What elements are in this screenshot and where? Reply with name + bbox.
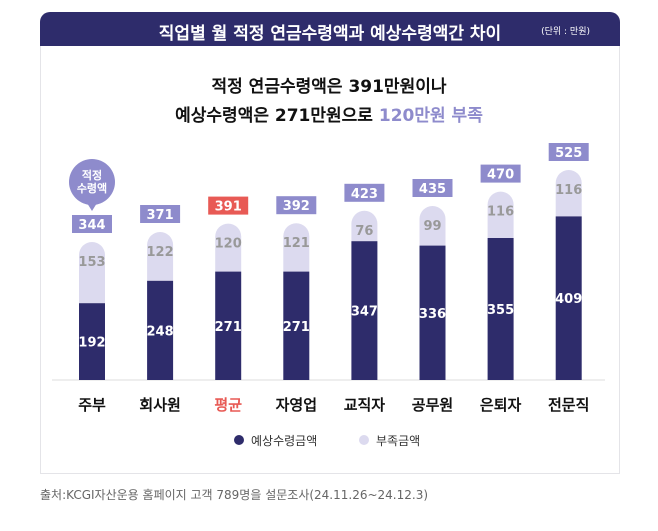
expected-label: 271 bbox=[215, 320, 242, 335]
category-label: 교직자 bbox=[344, 396, 386, 414]
shortfall-label: 121 bbox=[283, 236, 310, 251]
total-label: 435 bbox=[419, 182, 446, 197]
expected-label: 347 bbox=[351, 305, 378, 320]
bubble-text: 수령액 bbox=[77, 182, 107, 195]
footnote: 출처:KCGI자산운용 홈페이지 고객 789명을 설문조사(24.11.26~… bbox=[40, 488, 429, 502]
legend-dot-expected bbox=[234, 435, 244, 445]
total-label-box bbox=[344, 183, 385, 202]
shortfall-label: 76 bbox=[355, 224, 373, 239]
expected-label: 355 bbox=[487, 303, 514, 318]
total-label-box bbox=[140, 205, 181, 223]
unit-label: (단위 : 만원) bbox=[541, 27, 590, 37]
shortfall-label: 120 bbox=[215, 237, 242, 252]
shortfall-label: 99 bbox=[423, 219, 441, 234]
headline-line2: 예상수령액은 271만원으로 120만원 부족 bbox=[0, 101, 658, 126]
bar-expected bbox=[419, 245, 446, 380]
headline-line1: 적정 연금수령액은 391만원이나 bbox=[211, 77, 447, 97]
total-label: 423 bbox=[351, 187, 378, 202]
headline-line2-text: 예상수령액은 271만원으로 bbox=[175, 106, 379, 126]
bar-expected bbox=[215, 271, 242, 380]
shortfall-label: 153 bbox=[78, 255, 105, 270]
category-label: 은퇴자 bbox=[480, 396, 522, 414]
total-label: 391 bbox=[215, 200, 242, 215]
shortfall-label: 116 bbox=[555, 183, 582, 198]
total-label: 344 bbox=[78, 218, 105, 233]
total-label-box bbox=[208, 196, 249, 215]
bar-shortfall bbox=[147, 232, 174, 281]
bubble-pointer bbox=[87, 203, 97, 211]
bar-shortfall bbox=[79, 242, 105, 304]
total-label: 470 bbox=[487, 168, 514, 183]
total-label-box bbox=[276, 196, 317, 215]
total-label-box bbox=[72, 215, 112, 233]
bar-expected bbox=[555, 216, 582, 380]
expected-label: 336 bbox=[419, 307, 446, 322]
expected-label: 192 bbox=[78, 336, 105, 351]
category-label: 자영업 bbox=[276, 396, 317, 414]
bar-expected bbox=[147, 280, 174, 380]
total-label-box bbox=[412, 179, 453, 197]
category-label: 회사원 bbox=[139, 396, 180, 414]
bar-shortfall bbox=[283, 223, 310, 272]
total-label-box bbox=[548, 143, 589, 161]
chart-title: 직업별 월 적정 연금수령액과 예상수령액간 차이 bbox=[158, 24, 502, 44]
bar-expected bbox=[487, 238, 514, 380]
chart-card bbox=[40, 12, 620, 474]
bubble bbox=[69, 159, 115, 205]
headline-highlight: 120만원 부족 bbox=[378, 106, 483, 126]
bar-expected bbox=[351, 241, 378, 380]
category-label: 전문직 bbox=[548, 396, 589, 414]
bar-shortfall bbox=[487, 191, 514, 238]
total-label: 392 bbox=[283, 199, 310, 214]
expected-label: 271 bbox=[283, 320, 310, 335]
category-label: 공무원 bbox=[412, 396, 453, 414]
expected-label: 248 bbox=[147, 324, 174, 339]
legend-dot-shortfall bbox=[359, 435, 369, 445]
bar-expected bbox=[283, 271, 310, 380]
expected-label: 409 bbox=[555, 292, 582, 307]
legend-label-shortfall: 부족금액 bbox=[376, 434, 420, 448]
bar-expected bbox=[79, 303, 105, 380]
total-label: 525 bbox=[555, 146, 582, 161]
bar-shortfall bbox=[215, 223, 242, 272]
legend-label-expected: 예상수령금액 bbox=[251, 434, 317, 448]
total-label-box bbox=[480, 164, 521, 183]
category-label: 평균 bbox=[214, 396, 242, 414]
total-label: 371 bbox=[147, 208, 174, 223]
bar-shortfall bbox=[419, 206, 446, 246]
shortfall-label: 122 bbox=[147, 245, 174, 260]
header-bar: 직업별 월 적정 연금수령액과 예상수령액간 차이 (단위 : 만원) bbox=[40, 12, 620, 46]
bubble-text: 적정 bbox=[82, 168, 102, 182]
bar-shortfall bbox=[351, 210, 378, 242]
bar-shortfall bbox=[555, 170, 582, 217]
shortfall-label: 116 bbox=[487, 205, 514, 220]
category-label: 주부 bbox=[78, 396, 106, 414]
